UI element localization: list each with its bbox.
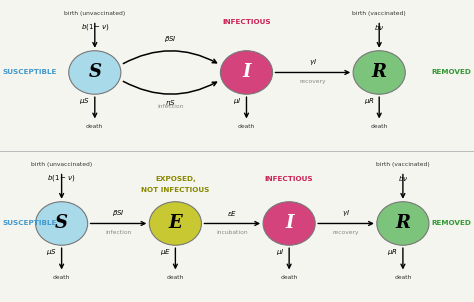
Text: $\mu S$: $\mu S$ <box>46 247 57 257</box>
Text: $\mu S$: $\mu S$ <box>79 96 90 106</box>
Text: $\varepsilon E$: $\varepsilon E$ <box>227 209 237 218</box>
Text: S: S <box>88 63 101 82</box>
Text: birth (vaccinated): birth (vaccinated) <box>352 11 406 16</box>
Text: incubation: incubation <box>217 230 248 235</box>
Text: death: death <box>53 275 70 280</box>
Ellipse shape <box>377 202 429 245</box>
Text: $\beta SI$: $\beta SI$ <box>112 208 125 218</box>
Text: SUSCEPTIBLE: SUSCEPTIBLE <box>2 69 57 76</box>
Text: death: death <box>167 275 184 280</box>
Text: E: E <box>168 214 182 233</box>
Text: $\mu E$: $\mu E$ <box>160 247 171 257</box>
Text: $b(1-\nu)$: $b(1-\nu)$ <box>47 173 76 183</box>
Ellipse shape <box>220 51 273 94</box>
Text: R: R <box>372 63 387 82</box>
Text: EXPOSED,: EXPOSED, <box>155 176 196 182</box>
Text: $b(1-\nu)$: $b(1-\nu)$ <box>81 22 109 32</box>
Text: $b\nu$: $b\nu$ <box>374 23 384 32</box>
Ellipse shape <box>353 51 405 94</box>
Text: recovery: recovery <box>300 79 326 84</box>
Text: S: S <box>55 214 68 233</box>
Ellipse shape <box>36 202 88 245</box>
Text: NOT INFECTIOUS: NOT INFECTIOUS <box>141 187 210 193</box>
Text: $\beta SI$: $\beta SI$ <box>164 34 177 44</box>
Text: $\eta S$: $\eta S$ <box>165 98 176 108</box>
Text: $\gamma I$: $\gamma I$ <box>309 57 317 67</box>
Text: R: R <box>395 214 410 233</box>
Text: death: death <box>86 124 103 129</box>
Text: recovery: recovery <box>333 230 359 235</box>
Text: I: I <box>242 63 251 82</box>
Text: $b\nu$: $b\nu$ <box>398 174 408 183</box>
Text: INFECTIOUS: INFECTIOUS <box>222 19 271 25</box>
Text: death: death <box>238 124 255 129</box>
Text: birth (vaccinated): birth (vaccinated) <box>376 162 430 167</box>
Ellipse shape <box>149 202 201 245</box>
Text: birth (unvaccinated): birth (unvaccinated) <box>31 162 92 167</box>
Text: birth (unvaccinated): birth (unvaccinated) <box>64 11 126 16</box>
Ellipse shape <box>69 51 121 94</box>
Text: death: death <box>371 124 388 129</box>
Text: death: death <box>394 275 411 280</box>
Text: $\mu I$: $\mu I$ <box>276 247 284 257</box>
Text: REMOVED: REMOVED <box>432 220 472 226</box>
Text: $\mu R$: $\mu R$ <box>364 96 374 106</box>
Ellipse shape <box>263 202 315 245</box>
Text: $\gamma I$: $\gamma I$ <box>342 208 350 218</box>
Text: SUSCEPTIBLE: SUSCEPTIBLE <box>2 220 57 226</box>
Text: REMOVED: REMOVED <box>432 69 472 76</box>
Text: INFECTIOUS: INFECTIOUS <box>265 176 313 182</box>
Text: $\mu R$: $\mu R$ <box>387 247 398 257</box>
Text: infection: infection <box>157 104 184 109</box>
Text: $\mu I$: $\mu I$ <box>233 96 242 106</box>
Text: I: I <box>285 214 293 233</box>
Text: infection: infection <box>105 230 132 235</box>
Text: death: death <box>281 275 298 280</box>
